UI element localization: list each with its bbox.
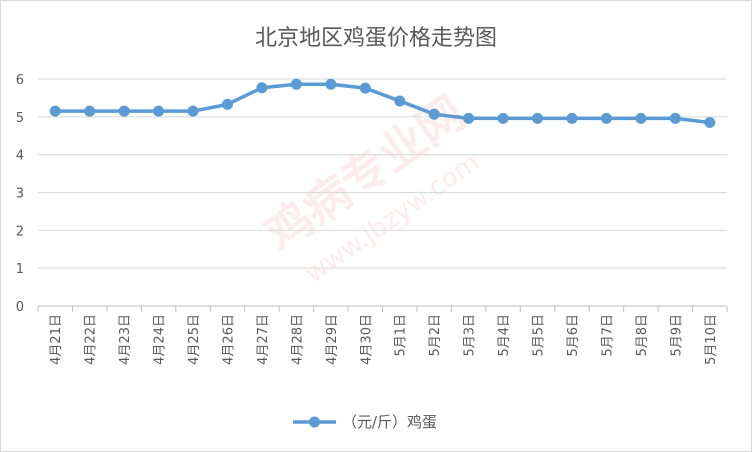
data-point — [49, 105, 61, 117]
x-tick-label: 4月23日 — [118, 314, 133, 365]
data-point — [394, 95, 406, 107]
data-point — [118, 105, 130, 117]
data-point — [463, 112, 475, 124]
legend-marker — [309, 416, 320, 428]
x-tick-label: 5月9日 — [669, 314, 684, 357]
legend-label: （元/斤）鸡蛋 — [342, 413, 437, 431]
x-tick-label: 5月8日 — [635, 314, 650, 357]
x-tick-label: 4月24日 — [153, 314, 168, 365]
data-point — [84, 105, 96, 117]
data-point — [532, 112, 544, 124]
x-tick-label: 4月27日 — [256, 314, 271, 365]
x-tick-label: 5月1日 — [394, 314, 409, 357]
y-tick-label: 6 — [16, 73, 24, 88]
data-point — [669, 112, 681, 124]
grid-lines — [38, 78, 727, 307]
x-tick-label: 4月30日 — [359, 314, 374, 365]
data-point — [497, 112, 509, 124]
x-tick-label: 4月25日 — [187, 314, 202, 365]
x-tick-label: 4月29日 — [325, 314, 340, 365]
x-tick-label: 4月28日 — [290, 314, 305, 365]
y-tick-label: 4 — [16, 149, 24, 164]
data-point — [635, 112, 647, 124]
x-tick-label: 5月4日 — [497, 314, 512, 357]
legend: （元/斤）鸡蛋 — [293, 413, 437, 431]
y-tick-label: 5 — [16, 111, 24, 126]
data-point — [325, 78, 337, 90]
data-point — [221, 98, 233, 110]
x-tick-label: 5月5日 — [532, 314, 547, 357]
data-point — [566, 112, 578, 124]
y-tick-label: 1 — [16, 262, 24, 277]
data-point — [704, 117, 716, 129]
data-point — [256, 82, 268, 94]
data-point — [153, 105, 165, 117]
y-axis-ticks: 0 1 2 3 4 5 6 — [16, 73, 24, 315]
series-line-0 — [55, 82, 710, 125]
data-point — [359, 82, 371, 94]
chart-title: 北京地区鸡蛋价格走势图 — [255, 26, 497, 51]
x-tick-label: 5月10日 — [704, 314, 719, 365]
y-tick-label: 3 — [16, 187, 24, 202]
x-tick-label: 5月2日 — [428, 314, 443, 357]
x-tick-label: 4月26日 — [221, 314, 236, 365]
x-tick-label: 5月3日 — [463, 314, 478, 357]
series-layer — [49, 78, 716, 129]
x-tick-label: 5月6日 — [566, 314, 581, 357]
data-point — [290, 78, 302, 90]
x-tick-label: 4月21日 — [49, 314, 64, 365]
data-point — [187, 105, 199, 117]
x-tick-label: 5月7日 — [600, 314, 615, 357]
data-point — [600, 112, 612, 124]
y-tick-label: 2 — [16, 224, 24, 239]
y-tick-label: 0 — [16, 300, 24, 315]
x-tick-label: 4月22日 — [84, 314, 99, 365]
x-axis-ticks: 4月21日 4月22日 4月23日 4月24日 4月25日 4月26日 4月27日 4月28日… — [37, 306, 728, 365]
data-point — [428, 108, 440, 120]
